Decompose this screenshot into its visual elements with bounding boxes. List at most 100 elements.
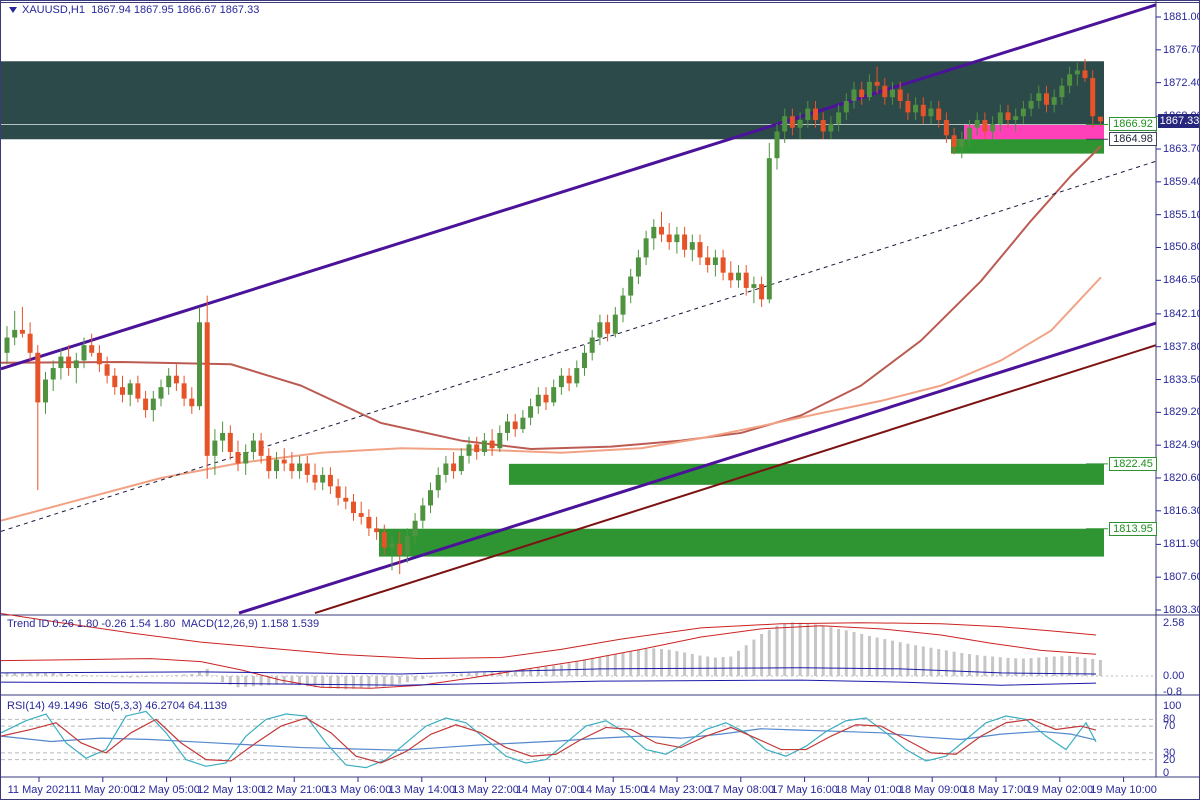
- time-axis-label: 17 May 08:00: [707, 784, 775, 796]
- candlestick: [859, 89, 865, 98]
- candlestick: [4, 337, 10, 353]
- time-axis-label: 12 May 21:00: [260, 784, 328, 796]
- time-axis-label: 14 May 07:00: [516, 784, 583, 796]
- price-axis-label: 1859.40: [1163, 175, 1200, 188]
- price-level-tag[interactable]: 1813.95: [1109, 521, 1157, 536]
- price-axis-label: 1842.10: [1163, 307, 1200, 320]
- macd-blue-line-2: [1, 679, 1097, 686]
- candlestick: [35, 352, 41, 403]
- candlestick: [327, 474, 333, 487]
- candlestick: [805, 108, 811, 121]
- candlestick: [782, 116, 788, 132]
- price-axis-label: 1803.30: [1163, 604, 1200, 616]
- time-axis-label: 19 May 02:00: [1026, 784, 1094, 796]
- candlestick: [204, 322, 210, 456]
- candlestick: [789, 116, 795, 128]
- candlestick: [1067, 74, 1073, 86]
- macd-panel-label: Trend ID 0.26 1.80 -0.26 1.54 1.80 MACD(…: [7, 618, 319, 630]
- candlestick: [974, 120, 980, 128]
- candlestick: [689, 242, 695, 250]
- candlestick: [682, 234, 688, 250]
- macd-red-line-2: [1, 625, 1097, 689]
- candlestick: [836, 112, 842, 124]
- candlestick: [150, 398, 156, 411]
- ma-slow-brick[interactable]: [1, 145, 1102, 450]
- candlestick: [481, 440, 487, 453]
- candlestick: [674, 234, 680, 243]
- candlestick: [990, 123, 996, 132]
- candlestick: [474, 444, 480, 453]
- candlestick: [435, 474, 441, 491]
- candlestick: [404, 535, 410, 556]
- candlestick: [628, 276, 634, 296]
- candlestick: [543, 394, 549, 403]
- candlestick: [774, 131, 780, 159]
- candlestick: [905, 100, 911, 113]
- candlestick: [274, 459, 279, 472]
- candlestick: [43, 379, 48, 403]
- candlestick: [843, 100, 849, 113]
- price-axis-label: 1820.60: [1163, 471, 1200, 484]
- candlestick: [212, 440, 218, 456]
- chevron-down-icon[interactable]: [9, 7, 17, 13]
- candlestick: [135, 383, 141, 399]
- sto-label: Sto(5,3,3) 46.2704 64.1139: [93, 700, 227, 712]
- candlestick: [220, 432, 226, 441]
- candlestick: [597, 322, 603, 338]
- candlestick: [66, 356, 72, 369]
- symbol-title[interactable]: XAUUSD,H1 1867.94 1867.95 1866.67 1867.3…: [9, 4, 259, 16]
- rsi-panel-label: RSI(14) 49.1496 Sto(5,3,3) 46.2704 64.11…: [7, 700, 227, 712]
- supply-zone-pink: [964, 124, 1104, 140]
- candlestick: [420, 505, 426, 521]
- candlestick: [19, 329, 25, 334]
- candlestick: [127, 383, 133, 395]
- candlestick: [643, 238, 649, 258]
- resistance-zone-teal: [1, 61, 1104, 140]
- candlestick: [1097, 116, 1103, 122]
- candlestick: [1051, 97, 1057, 105]
- candlestick: [505, 421, 510, 433]
- sto-k-line: [1, 710, 1097, 769]
- price-level-tag[interactable]: 1822.45: [1109, 456, 1157, 471]
- candlestick: [381, 532, 387, 548]
- candlestick: [489, 440, 495, 449]
- channel-upper-purple[interactable]: [1, 3, 1157, 371]
- symbol-label: XAUUSD,H1: [22, 4, 85, 16]
- macd-label: MACD(12,26,9) 1.158 1.539: [181, 618, 320, 630]
- support-trendline-maroon[interactable]: [314, 344, 1157, 615]
- candlestick: [551, 387, 557, 403]
- candlestick: [50, 368, 56, 380]
- candlestick: [743, 272, 749, 288]
- candlestick: [1059, 85, 1065, 98]
- candlestick: [967, 127, 972, 140]
- time-axis-label: 13 May 22:00: [452, 784, 519, 796]
- macd-blue-line-1: [1, 667, 1097, 675]
- price-level-tag[interactable]: 1864.98: [1109, 132, 1157, 147]
- candlestick: [335, 486, 341, 498]
- rsi-axis-label: 80: [1163, 713, 1176, 726]
- candlestick: [1013, 116, 1019, 121]
- support-zone-1813: [379, 528, 1104, 557]
- candlestick: [428, 490, 433, 506]
- ma-long-salmon[interactable]: [1, 276, 1102, 522]
- candlestick: [258, 440, 264, 456]
- price-axis-label: 1863.70: [1163, 143, 1200, 156]
- midline-dashed[interactable]: [1, 160, 1157, 532]
- price-axis-label: 1881.00: [1163, 11, 1200, 23]
- time-axis-label: 17 May 16:00: [771, 784, 838, 796]
- candlestick: [81, 345, 87, 361]
- quote-low: 1866.67: [176, 4, 217, 16]
- candlestick: [913, 104, 919, 113]
- candlestick: [797, 120, 803, 128]
- demand-zone-small-green: [951, 139, 1104, 154]
- candlestick: [120, 387, 125, 395]
- time-axis-label: 18 May 01:00: [835, 784, 902, 796]
- time-axis-label: 14 May 23:00: [643, 784, 711, 796]
- price-level-tag[interactable]: 1866.92: [1109, 117, 1157, 132]
- price-axis-label: 1833.50: [1163, 373, 1200, 386]
- price-axis-label: 1876.70: [1163, 43, 1200, 56]
- quote-open: 1867.94: [91, 4, 131, 16]
- candlestick: [189, 398, 195, 407]
- price-axis-label: 1807.60: [1163, 571, 1200, 584]
